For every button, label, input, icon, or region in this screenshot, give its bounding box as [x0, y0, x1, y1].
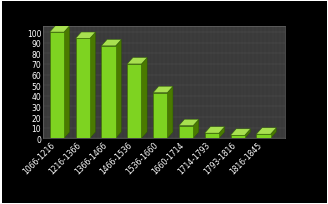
Bar	[256, 134, 271, 139]
Polygon shape	[271, 128, 276, 139]
Bar	[50, 33, 64, 139]
Polygon shape	[219, 127, 225, 139]
Polygon shape	[245, 129, 251, 139]
Polygon shape	[231, 129, 251, 135]
Polygon shape	[179, 120, 199, 126]
Bar	[127, 65, 141, 139]
Polygon shape	[75, 33, 95, 39]
Bar	[153, 93, 167, 139]
Polygon shape	[64, 27, 70, 139]
Bar	[101, 47, 115, 139]
Polygon shape	[193, 120, 199, 139]
Bar	[231, 135, 245, 139]
Polygon shape	[127, 58, 147, 65]
Polygon shape	[50, 27, 70, 33]
Polygon shape	[167, 87, 173, 139]
Polygon shape	[256, 128, 276, 134]
Polygon shape	[153, 87, 173, 93]
Polygon shape	[115, 40, 121, 139]
Bar	[75, 39, 90, 139]
Polygon shape	[101, 40, 121, 47]
Polygon shape	[90, 33, 95, 139]
Polygon shape	[141, 58, 147, 139]
Bar	[205, 133, 219, 139]
Polygon shape	[205, 127, 225, 133]
Bar	[179, 126, 193, 139]
Text: Land Rent as a % of Public Revenue (1066-1842): Land Rent as a % of Public Revenue (1066…	[28, 11, 300, 21]
